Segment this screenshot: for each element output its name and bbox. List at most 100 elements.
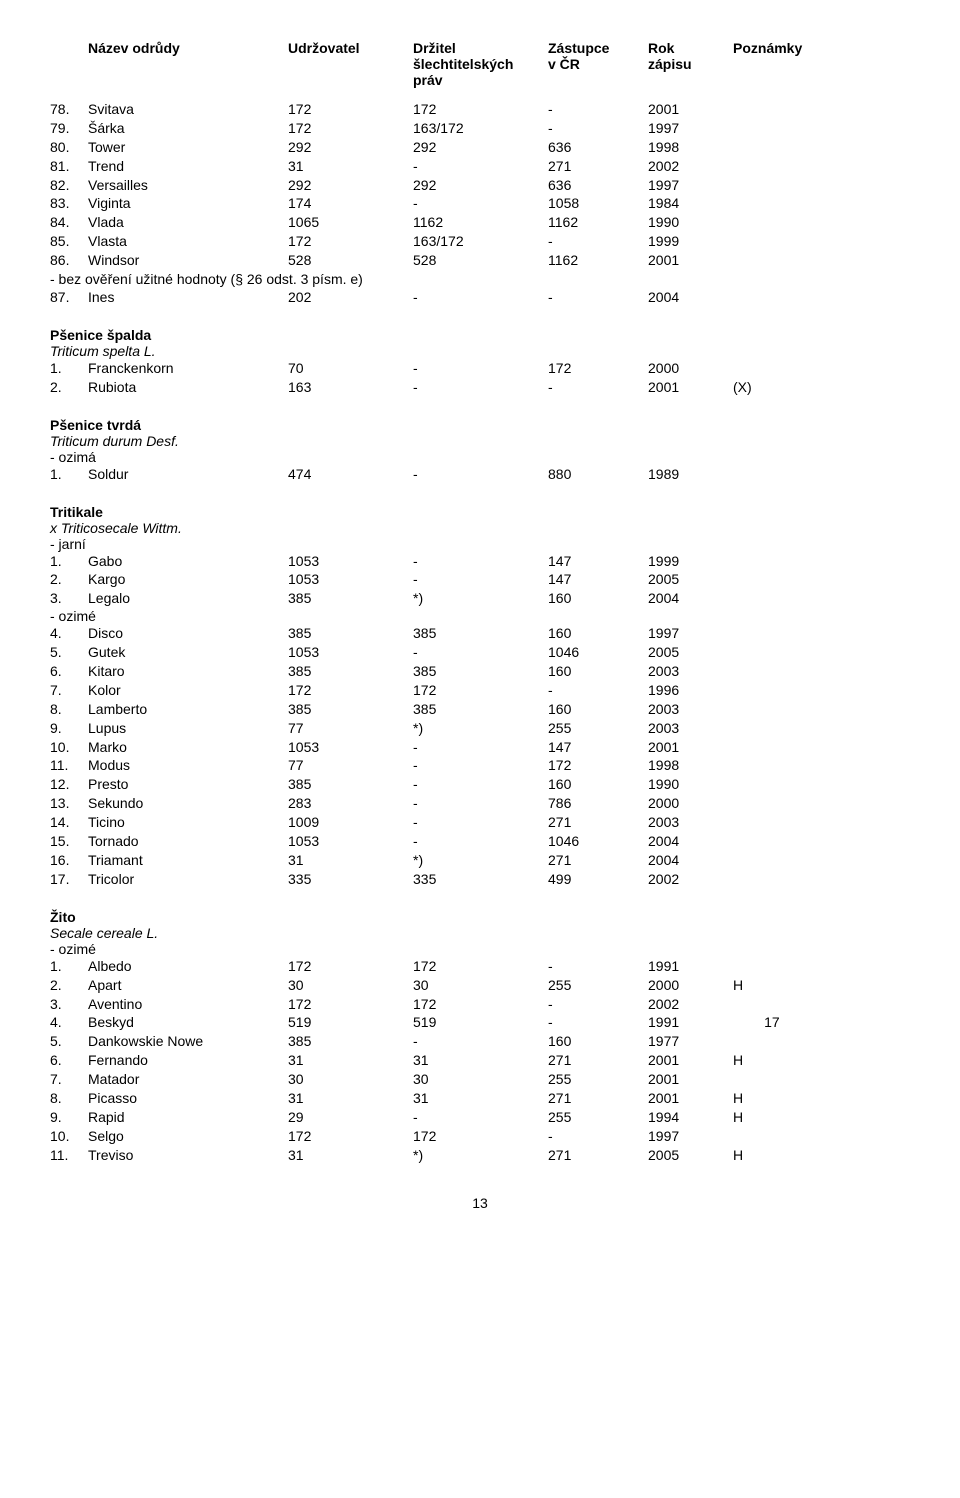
row-drz: 30 (413, 976, 548, 995)
row-udrz: 31 (288, 1051, 413, 1070)
table-row: 17.Tricolor3353354992002 (50, 870, 910, 889)
header-rok-l1: Rok (648, 40, 733, 56)
section-variant: - ozimé (50, 941, 910, 957)
table-row: 3.Aventino172172-2002 (50, 995, 910, 1014)
row-name: Marko (88, 738, 288, 757)
row-zast: 160 (548, 1032, 648, 1051)
row-zast: - (548, 378, 648, 397)
row-zast: 172 (548, 756, 648, 775)
table-header: Název odrůdy Udržovatel Držitel šlechtit… (50, 40, 910, 88)
row-pozn (733, 157, 863, 176)
row-rok: 2001 (648, 378, 733, 397)
row-udrz: 528 (288, 251, 413, 270)
row-name: Versailles (88, 176, 288, 195)
row-drz: - (413, 1108, 548, 1127)
table-row: 2.Rubiota163--2001(X) (50, 378, 910, 397)
row-pozn (733, 213, 863, 232)
header-drz-l1: Držitel (413, 40, 548, 56)
row-rok: 1994 (648, 1108, 733, 1127)
row-udrz: 1053 (288, 570, 413, 589)
row-zast: 271 (548, 157, 648, 176)
header-drz: Držitel šlechtitelských práv (413, 40, 548, 88)
row-zast: 160 (548, 700, 648, 719)
row-rok: 1997 (648, 624, 733, 643)
row-num: 10. (50, 738, 88, 757)
row-drz: 31 (413, 1089, 548, 1108)
row-num: 83. (50, 194, 88, 213)
table-row: 10.Selgo172172-1997 (50, 1127, 910, 1146)
table-row: 1.Albedo172172-1991 (50, 957, 910, 976)
row-pozn (733, 552, 863, 571)
table-row: 87.Ines202--2004 (50, 288, 910, 307)
section-subtitle: x Triticosecale Wittm. (50, 520, 910, 536)
row-zast: 1162 (548, 251, 648, 270)
row-udrz: 1009 (288, 813, 413, 832)
row-name: Kargo (88, 570, 288, 589)
row-name: Modus (88, 756, 288, 775)
row-num: 17. (50, 870, 88, 889)
section-subtitle: Secale cereale L. (50, 925, 910, 941)
row-num: 4. (50, 624, 88, 643)
row-drz: *) (413, 1146, 548, 1165)
row-pozn (733, 719, 863, 738)
row-rok: 2001 (648, 100, 733, 119)
row-pozn (733, 870, 863, 889)
row-udrz: 385 (288, 589, 413, 608)
row-zast: - (548, 1013, 648, 1032)
row-num: 86. (50, 251, 88, 270)
row-udrz: 1053 (288, 552, 413, 571)
row-udrz: 31 (288, 1089, 413, 1108)
row-pozn (733, 662, 863, 681)
row-name: Tricolor (88, 870, 288, 889)
row-pozn (733, 851, 863, 870)
row-rok: 2000 (648, 794, 733, 813)
row-udrz: 77 (288, 719, 413, 738)
row-name: Treviso (88, 1146, 288, 1165)
row-rok: 1989 (648, 465, 733, 484)
row-num: 85. (50, 232, 88, 251)
row-name: Selgo (88, 1127, 288, 1146)
row-rok: 1998 (648, 138, 733, 157)
row-drz: - (413, 794, 548, 813)
row-rok: 2003 (648, 662, 733, 681)
row-num: 2. (50, 378, 88, 397)
row-drz: 172 (413, 995, 548, 1014)
row-num: 5. (50, 643, 88, 662)
row-drz: 292 (413, 176, 548, 195)
table-row: 15.Tornado1053-10462004 (50, 832, 910, 851)
row-zast: 172 (548, 359, 648, 378)
table-row: 8.Picasso31312712001H (50, 1089, 910, 1108)
row-name: Presto (88, 775, 288, 794)
row-rok: 2004 (648, 851, 733, 870)
row-zast: - (548, 681, 648, 700)
row-pozn (733, 775, 863, 794)
row-pozn (733, 643, 863, 662)
row-zast: 160 (548, 775, 648, 794)
row-udrz: 172 (288, 232, 413, 251)
row-zast: 255 (548, 1108, 648, 1127)
row-rok: 1997 (648, 1127, 733, 1146)
row-rok: 2004 (648, 288, 733, 307)
row-drz: - (413, 738, 548, 757)
row-drz: 519 (413, 1013, 548, 1032)
row-rok: 1997 (648, 176, 733, 195)
table-row: 4.Disco3853851601997 (50, 624, 910, 643)
row-udrz: 292 (288, 176, 413, 195)
row-drz: - (413, 359, 548, 378)
row-zast: 160 (548, 662, 648, 681)
table-row: 1.Soldur474-8801989 (50, 465, 910, 484)
row-pozn (733, 232, 863, 251)
row-num: 13. (50, 794, 88, 813)
table-row: 81.Trend31-2712002 (50, 157, 910, 176)
row-zast: 147 (548, 738, 648, 757)
row-drz: - (413, 832, 548, 851)
row-drz: 172 (413, 681, 548, 700)
row-drz: *) (413, 719, 548, 738)
row-rok: 1977 (648, 1032, 733, 1051)
section-variant: - jarní (50, 536, 910, 552)
row-num: 7. (50, 681, 88, 700)
row-name: Viginta (88, 194, 288, 213)
row-zast: 636 (548, 176, 648, 195)
table-row: 5.Gutek1053-10462005 (50, 643, 910, 662)
row-name: Beskyd (88, 1013, 288, 1032)
